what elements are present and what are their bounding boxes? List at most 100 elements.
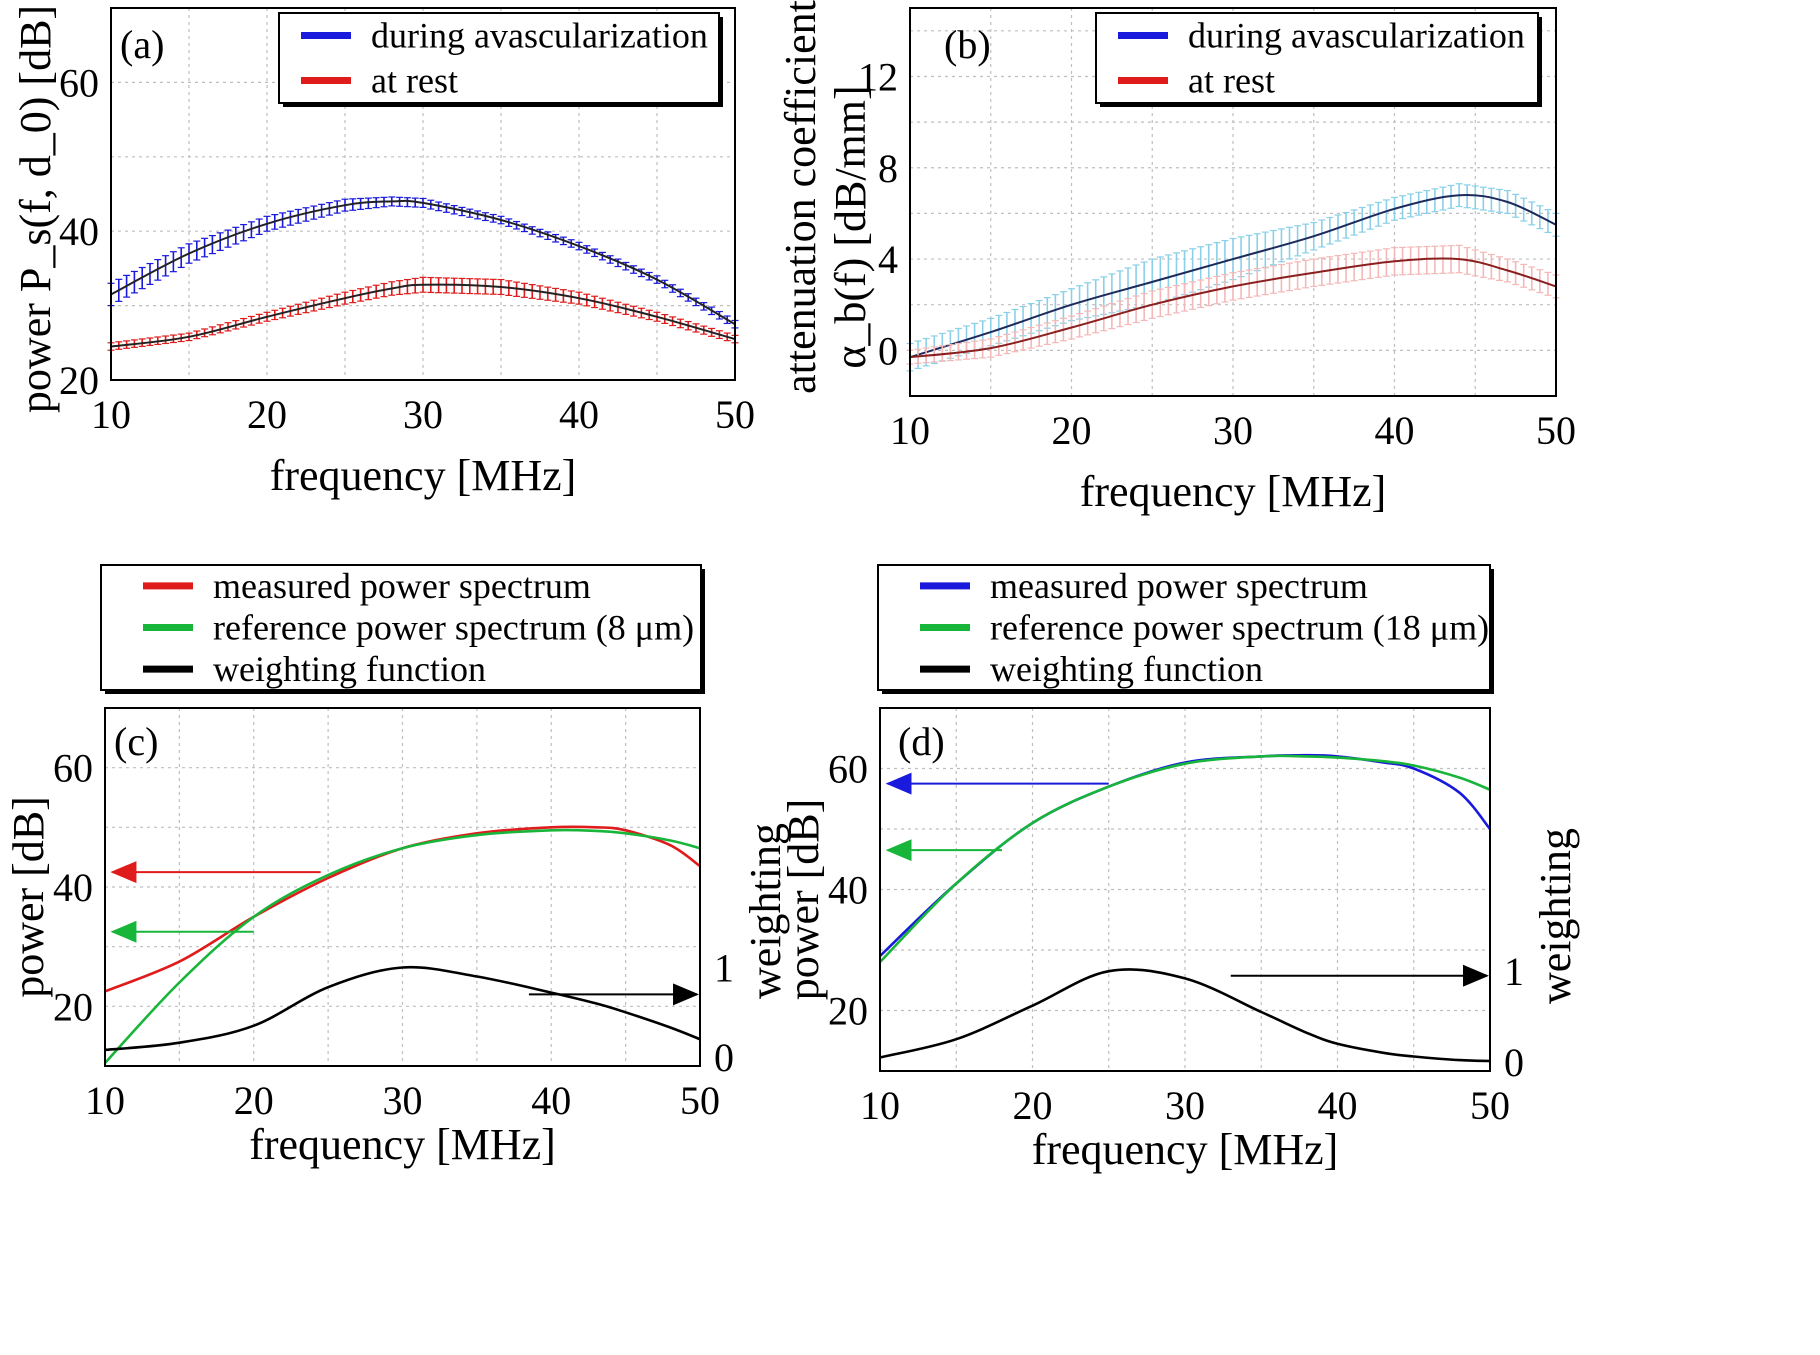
legend-label: weighting function <box>213 649 486 689</box>
y-axis-label: power P_s(f, d_0) [dB] <box>11 5 60 413</box>
series-d-1 <box>879 754 1491 964</box>
y-tick-label: 4 <box>878 237 898 282</box>
y-tick-label: 20 <box>53 984 93 1029</box>
legend-box <box>100 564 702 691</box>
plot-frame-d <box>879 707 1491 1072</box>
error-bars-a-0 <box>107 196 739 329</box>
x-tick-label: 50 <box>715 392 755 437</box>
series-b-1 <box>906 244 1560 365</box>
panel-b: 10 20 30 40 50 0 4 8 12 frequency [MHz] attenuatio… <box>776 0 1576 516</box>
series-d-2 <box>879 968 1491 1063</box>
x-tick-label: 10 <box>890 408 930 453</box>
panel-label: (d) <box>898 719 945 764</box>
y2-tick-label: 0 <box>1504 1040 1524 1085</box>
x-tick-label: 50 <box>680 1078 720 1123</box>
y-tick-label: 20 <box>59 358 99 403</box>
y-tick-label: 40 <box>828 868 868 913</box>
x-tick-label: 30 <box>383 1078 423 1123</box>
y-tick-label: 12 <box>858 54 898 99</box>
x-tick-label: 10 <box>85 1078 125 1123</box>
legend-label: during avascularization <box>371 16 708 56</box>
plot-frame-c <box>104 707 701 1067</box>
x-tick-label: 30 <box>1165 1083 1205 1128</box>
y-tick-label: 20 <box>828 989 868 1034</box>
x-tick-label: 10 <box>91 392 131 437</box>
legend-box <box>877 564 1491 691</box>
legend-label: measured power spectrum <box>990 566 1368 606</box>
y-tick-label: 40 <box>53 865 93 910</box>
y2-axis-label: weighting <box>1531 828 1580 1004</box>
y2-axis-label: weighting <box>741 823 790 999</box>
x-tick-label: 40 <box>531 1078 571 1123</box>
x-axis-label: frequency [MHz] <box>1080 467 1387 516</box>
y2-tick-label: 0 <box>714 1035 734 1080</box>
x-tick-label: 50 <box>1470 1083 1510 1128</box>
series-line-c-0 <box>104 825 701 993</box>
y2-tick-label: 1 <box>1504 949 1524 994</box>
plot-frame-a <box>110 7 736 381</box>
y2-tick-label: 1 <box>714 946 734 991</box>
x-tick-label: 40 <box>1318 1083 1358 1128</box>
legend-label: at rest <box>371 61 458 101</box>
panel-label: (a) <box>120 22 164 67</box>
series-line-d-2 <box>879 968 1491 1063</box>
legend-label: weighting function <box>990 649 1263 689</box>
y-tick-label: 60 <box>59 60 99 105</box>
x-tick-label: 40 <box>1375 408 1415 453</box>
x-tick-label: 20 <box>1052 408 1092 453</box>
series-line-b-0 <box>909 193 1557 359</box>
legend-label: reference power spectrum (8 μm) <box>213 608 694 648</box>
y-tick-label: 0 <box>878 328 898 373</box>
series-line-a-0 <box>110 199 736 326</box>
legend-label: reference power spectrum (18 μm) <box>990 608 1489 648</box>
grid-c <box>104 707 701 1067</box>
legend-box <box>278 12 720 104</box>
series-a-0 <box>107 196 739 329</box>
series-line-c-1 <box>104 828 701 1064</box>
series-line-d-1 <box>879 754 1491 964</box>
x-tick-label: 10 <box>860 1083 900 1128</box>
series-line-b-1 <box>909 257 1557 359</box>
panel-label: (c) <box>114 719 158 764</box>
legend-a: during avascularization at rest <box>278 12 723 107</box>
x-tick-label: 20 <box>234 1078 274 1123</box>
x-axis-label: frequency [MHz] <box>1032 1125 1339 1174</box>
x-axis-label: frequency [MHz] <box>270 451 577 500</box>
y-tick-label: 8 <box>878 146 898 191</box>
x-axis-label: frequency [MHz] <box>249 1120 556 1169</box>
y-axis-label: power [dB] <box>4 796 53 998</box>
series-c-1 <box>104 828 701 1064</box>
x-tick-label: 30 <box>1213 408 1253 453</box>
plot-frame-b <box>909 7 1557 397</box>
y-axis-label-line1: attenuation coefficient <box>776 0 825 394</box>
x-tick-label: 20 <box>247 392 287 437</box>
series-line-a-1 <box>110 283 736 348</box>
legend-b: during avascularization at rest <box>1095 12 1542 107</box>
error-bars-a-1 <box>107 276 739 351</box>
x-tick-label: 30 <box>403 392 443 437</box>
y-tick-label: 60 <box>53 746 93 791</box>
series-c-0 <box>104 825 701 993</box>
legend-label: during avascularization <box>1188 16 1525 56</box>
x-tick-label: 40 <box>559 392 599 437</box>
panel-c: 10 20 30 40 50 20 40 60 0 1 weighting frequency [MH… <box>4 564 790 1169</box>
legend-label: at rest <box>1188 61 1275 101</box>
legend-label: measured power spectrum <box>213 566 591 606</box>
panel-label: (b) <box>944 22 991 67</box>
y-tick-label: 40 <box>59 209 99 254</box>
series-a-1 <box>107 276 739 351</box>
series-c-2 <box>104 965 701 1052</box>
y-axis-label: power [dB] <box>779 799 828 1001</box>
x-tick-label: 50 <box>1536 408 1576 453</box>
series-line-c-2 <box>104 965 701 1052</box>
legend-box <box>1095 12 1539 104</box>
series-b-0 <box>906 183 1560 372</box>
panel-d: 10 20 30 40 50 20 40 60 0 1 weighting frequency [MH… <box>779 564 1580 1174</box>
x-tick-label: 20 <box>1013 1083 1053 1128</box>
y-tick-label: 60 <box>828 747 868 792</box>
y-axis-label-line2: α_b(f) [dB/mm] <box>826 85 875 368</box>
